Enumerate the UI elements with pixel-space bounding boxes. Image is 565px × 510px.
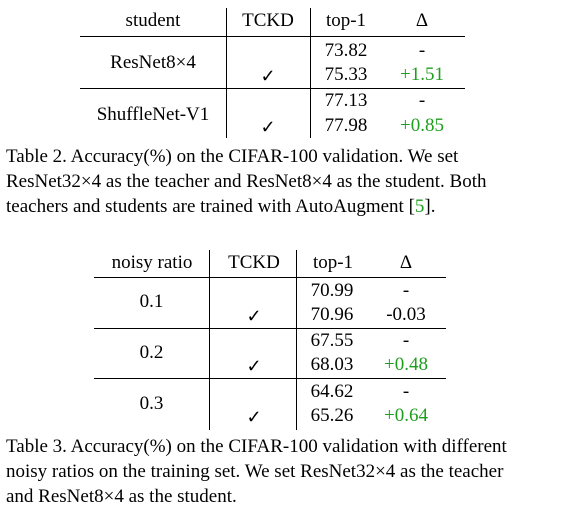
table2-caption-line: teachers and students are trained with A…	[6, 194, 436, 219]
table2-delta-cell: -	[418, 90, 426, 111]
table2-student-cell: ShuffleNet-V1	[96, 104, 210, 125]
table2-delta-cell: +1.51	[400, 64, 444, 85]
table2-top1-cell: 77.98	[324, 115, 368, 136]
table3-delta-cell: -	[402, 330, 410, 351]
table2-top1-cell: 73.82	[324, 40, 368, 61]
table2-header-delta: Δ	[415, 10, 429, 31]
table3-tckd-check: ✓	[246, 356, 262, 376]
table2-tckd-check: ✓	[260, 66, 276, 86]
table2-vrule-2	[310, 8, 311, 138]
table2-tckd-check: ✓	[260, 117, 276, 137]
table3-delta-cell: +0.48	[384, 354, 428, 375]
table2-delta-cell: -	[418, 40, 426, 61]
table2-group-rule	[80, 88, 465, 89]
table3-ratio-cell: 0.3	[139, 393, 164, 414]
table3-top1-cell: 64.62	[310, 381, 354, 402]
table2-caption-text: ].	[424, 196, 436, 217]
table3-vrule-1	[209, 250, 210, 430]
table2-caption-line: Table 2. Accuracy(%) on the CIFAR-100 va…	[6, 146, 459, 167]
table3-tckd-check: ✓	[246, 306, 262, 326]
table3-ratio-cell: 0.2	[139, 342, 164, 363]
table2-header-top1: top-1	[325, 10, 367, 31]
table3-header-rule	[94, 277, 446, 278]
table3-group-rule	[94, 328, 446, 329]
table3-delta-cell: +0.64	[384, 405, 428, 426]
table3-caption-line: noisy ratios on the training set. We set…	[6, 461, 504, 482]
table3-caption-line: Table 3. Accuracy(%) on the CIFAR-100 va…	[6, 436, 507, 457]
table3-group-rule	[94, 378, 446, 379]
table3-top1-cell: 68.03	[310, 354, 354, 375]
table3-delta-cell: -0.03	[386, 304, 426, 325]
table2-header-rule	[80, 36, 465, 37]
table2-header-student: student	[125, 10, 181, 31]
table2-delta-cell: +0.85	[400, 115, 444, 136]
table2-caption-line: ResNet32×4 as the teacher and ResNet8×4 …	[6, 171, 487, 192]
table3-caption-line: and ResNet8×4 as the student.	[6, 486, 237, 507]
table2-header-tckd: TCKD	[242, 10, 294, 31]
table3-delta-cell: -	[402, 381, 410, 402]
table3-top1-cell: 65.26	[310, 405, 354, 426]
table2-top1-cell: 75.33	[324, 64, 368, 85]
table3-header-tckd: TCKD	[228, 252, 280, 273]
table3-header-delta: Δ	[399, 252, 413, 273]
table3-delta-cell: -	[402, 280, 410, 301]
table3-top1-cell: 70.99	[310, 280, 354, 301]
table3-header-top1: top-1	[312, 252, 354, 273]
table2-top1-cell: 77.13	[324, 90, 368, 111]
table3-top1-cell: 67.55	[310, 330, 354, 351]
table2-student-cell: ResNet8×4	[110, 52, 196, 73]
table3-tckd-check: ✓	[246, 407, 262, 427]
table2-vrule-1	[226, 8, 227, 138]
table3-vrule-2	[296, 250, 297, 430]
table3-top1-cell: 70.96	[310, 304, 354, 325]
citation-link[interactable]: 5	[414, 196, 425, 217]
table2-caption-text: teachers and students are trained with A…	[6, 196, 415, 217]
table3-ratio-cell: 0.1	[139, 291, 164, 312]
table3-header-noisy-ratio: noisy ratio	[111, 252, 193, 273]
